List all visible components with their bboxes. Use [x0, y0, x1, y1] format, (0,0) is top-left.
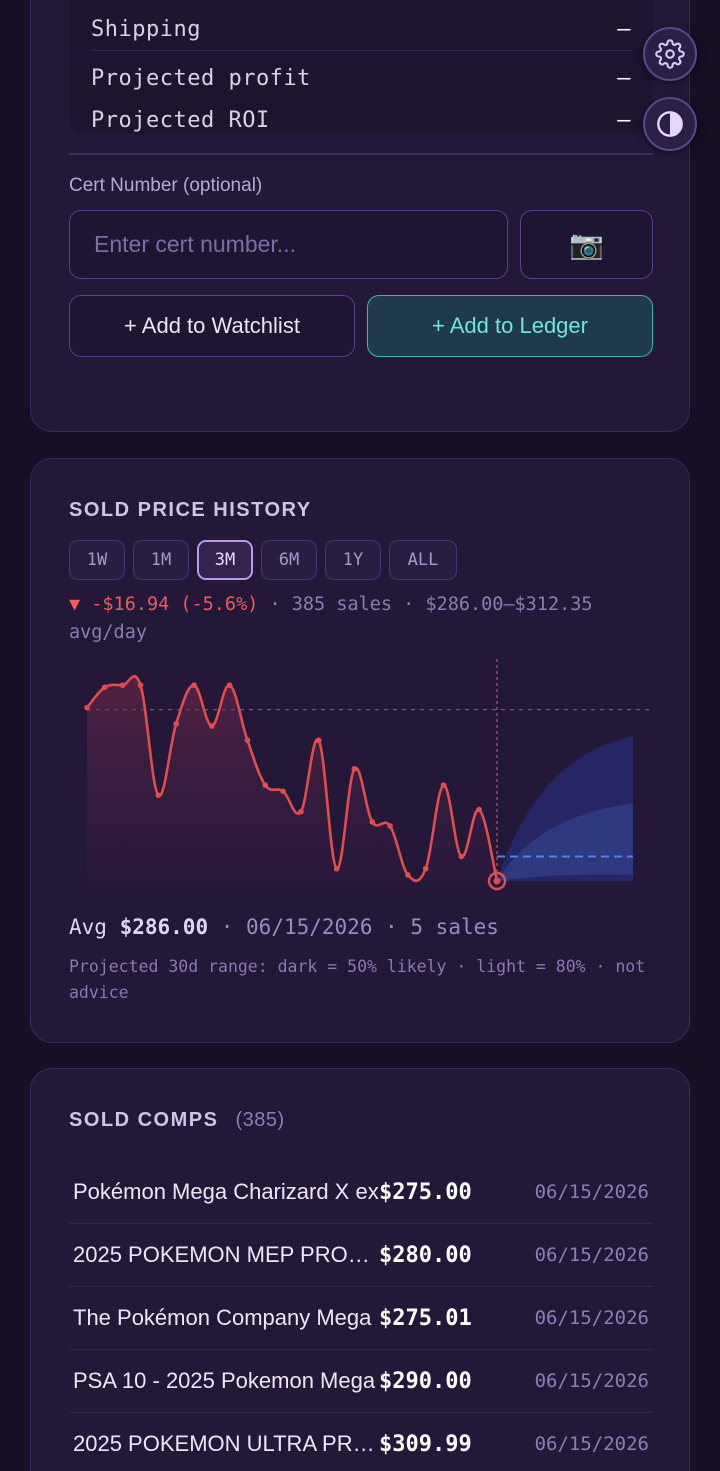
comp-date: 06/15/2026	[534, 1244, 649, 1266]
data-point	[333, 865, 340, 872]
add-to-ledger-button[interactable]: + Add to Ledger	[367, 295, 653, 357]
comp-date: 06/15/2026	[534, 1370, 649, 1392]
data-point	[315, 737, 322, 744]
range-1m-button[interactable]: 1M	[133, 540, 189, 580]
range-6m-button[interactable]: 6M	[261, 540, 317, 580]
comps-count: (385)	[235, 1109, 285, 1131]
comp-date: 06/15/2026	[534, 1307, 649, 1329]
summary-value: —	[617, 107, 631, 133]
comp-title: The Pokémon Company Mega	[73, 1305, 372, 1330]
data-point	[387, 823, 393, 829]
sales-range-summary: · 385 sales · $286.00–$312.35 avg/day	[69, 594, 593, 643]
comp-row[interactable]: PSA 10 - 2025 Pokemon Mega $290.00 06/15…	[69, 1350, 653, 1413]
pricing-card: Shipping — Projected profit — Projected …	[30, 0, 690, 432]
data-point	[440, 782, 447, 788]
comp-date: 06/15/2026	[534, 1433, 649, 1455]
price-history-chart[interactable]	[69, 659, 653, 899]
price-change: ▼ -$16.94 (-5.6%)	[69, 594, 259, 615]
range-1w-button[interactable]: 1W	[69, 540, 125, 580]
camera-icon: 📷	[569, 229, 604, 260]
data-point	[262, 782, 269, 788]
data-point	[298, 808, 304, 815]
price-history-card: SOLD PRICE HISTORY 1W 1M 3M 6M 1Y ALL ▼ …	[30, 458, 690, 1043]
data-point	[244, 737, 251, 744]
price-stats: ▼ -$16.94 (-5.6%) · 385 sales · $286.00–…	[69, 591, 659, 647]
comps-title: SOLD COMPS	[69, 1109, 219, 1131]
data-point	[191, 682, 197, 688]
divider	[69, 153, 653, 155]
gear-icon	[655, 39, 685, 69]
comp-price: $275.00	[379, 1179, 472, 1205]
comp-date: 06/15/2026	[534, 1181, 649, 1203]
projection-note: Projected 30d range: dark = 50% likely ·…	[69, 957, 646, 1002]
cert-label: Cert Number (optional)	[69, 175, 263, 196]
comp-row[interactable]: Pokémon Mega Charizard X ex $275.00 06/1…	[69, 1161, 653, 1224]
data-point	[458, 853, 465, 860]
comp-row[interactable]: 2025 POKEMON ULTRA PREMIUM $309.99 06/15…	[69, 1413, 653, 1471]
comp-title: 2025 POKEMON MEP PROMO	[73, 1242, 379, 1267]
comp-row[interactable]: The Pokémon Company Mega $275.01 06/15/2…	[69, 1287, 653, 1350]
summary-row-shipping: Shipping —	[91, 9, 631, 51]
summary-value: —	[617, 17, 631, 42]
comp-row[interactable]: 2025 POKEMON MEP PROMO $280.00 06/15/202…	[69, 1224, 653, 1287]
data-point	[208, 723, 215, 729]
comp-title: Pokémon Mega Charizard X ex	[73, 1179, 379, 1204]
avg-value: $286.00	[119, 915, 209, 939]
avg-label: Avg	[69, 915, 107, 939]
price-area-fill	[87, 676, 497, 883]
data-point	[476, 806, 482, 813]
comp-price: $309.99	[379, 1431, 472, 1457]
scan-cert-button[interactable]: 📷	[520, 210, 653, 279]
contrast-icon	[657, 111, 683, 137]
data-point	[173, 721, 179, 727]
summary-value: —	[617, 65, 631, 91]
data-point	[405, 872, 411, 878]
section-title: SOLD PRICE HISTORY	[69, 499, 312, 521]
summary-label: Shipping	[91, 17, 201, 42]
projection-band-50	[497, 803, 633, 881]
range-selector: 1W 1M 3M 6M 1Y ALL	[69, 540, 457, 580]
data-point	[155, 792, 162, 799]
summary-label: Projected profit	[91, 65, 311, 91]
range-3m-button[interactable]: 3M	[197, 540, 253, 580]
add-to-watchlist-button[interactable]: + Add to Watchlist	[69, 295, 355, 357]
data-point	[280, 788, 286, 795]
comp-title: PSA 10 - 2025 Pokemon Mega	[73, 1368, 376, 1393]
summary-label: Projected ROI	[91, 107, 270, 133]
profit-summary: Shipping — Projected profit — Projected …	[69, 0, 653, 134]
comp-price: $290.00	[379, 1368, 472, 1394]
hover-marker-dot	[493, 877, 501, 885]
data-point	[102, 684, 108, 690]
cert-number-input[interactable]	[69, 210, 508, 279]
range-1y-button[interactable]: 1Y	[325, 540, 381, 580]
data-point	[351, 766, 358, 772]
data-point	[226, 682, 233, 688]
summary-row-roi: Projected ROI —	[91, 99, 631, 141]
settings-button[interactable]	[643, 27, 697, 81]
comp-title: 2025 POKEMON ULTRA PREMIUM	[73, 1431, 379, 1456]
summary-row-profit: Projected profit —	[91, 57, 631, 99]
comp-price: $280.00	[379, 1242, 472, 1268]
range-all-button[interactable]: ALL	[389, 540, 457, 580]
data-point	[369, 819, 376, 825]
theme-toggle-button[interactable]	[643, 97, 697, 151]
sold-comps-card: SOLD COMPS (385) Pokémon Mega Charizard …	[30, 1068, 690, 1471]
data-point	[137, 682, 144, 688]
hover-summary: Avg $286.00 · 06/15/2026 · 5 sales	[69, 915, 499, 939]
hover-marker-ring	[487, 871, 507, 891]
data-point	[422, 865, 429, 872]
comp-price: $275.01	[379, 1305, 472, 1331]
data-point	[119, 682, 126, 688]
data-point	[84, 704, 90, 711]
avg-meta: · 06/15/2026 · 5 sales	[208, 915, 499, 939]
section-title: SOLD COMPS (385)	[69, 1109, 285, 1132]
